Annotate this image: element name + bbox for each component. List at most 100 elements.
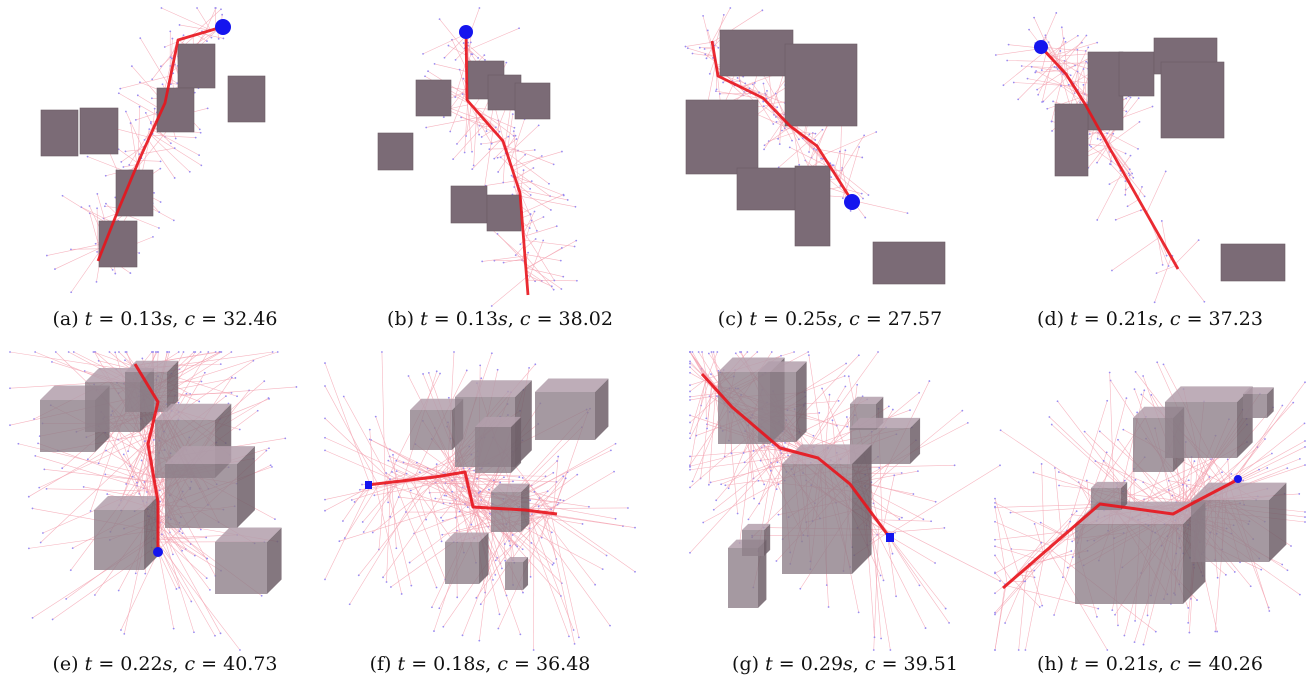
tree-edge	[552, 478, 566, 514]
tree-node	[560, 247, 563, 249]
tree-edge	[523, 225, 557, 237]
tree-edge	[1011, 548, 1046, 552]
tree-node	[295, 386, 298, 388]
tree-node	[572, 629, 575, 631]
tree-node	[1128, 174, 1131, 176]
tree-node	[912, 493, 915, 495]
obstacle-top	[1243, 387, 1274, 394]
tree-node	[530, 542, 533, 544]
tree-edge	[1051, 424, 1147, 511]
tree-edge	[150, 134, 196, 138]
tree-node	[689, 437, 691, 440]
planning-scene-h	[994, 361, 1306, 651]
tree-edge	[870, 529, 884, 542]
tree-edge	[1018, 567, 1027, 651]
tree-edge	[1004, 564, 1031, 624]
tree-node	[488, 488, 490, 491]
tree-node	[895, 595, 897, 598]
tree-node	[1122, 428, 1125, 431]
tree-edge	[1070, 89, 1076, 106]
tree-node	[879, 574, 882, 577]
tree-node	[124, 150, 127, 153]
tree-node	[812, 434, 815, 437]
tree-node	[389, 515, 392, 518]
tree-node	[1303, 422, 1306, 425]
tree-node	[900, 472, 903, 474]
tree-edge	[155, 386, 297, 399]
tree-node	[830, 176, 833, 179]
tree-node	[9, 387, 11, 390]
time-symbol: t	[1070, 653, 1078, 675]
tree-node	[797, 138, 800, 141]
tree-node	[1193, 460, 1196, 463]
tree-node	[529, 213, 532, 215]
tree-node	[205, 536, 208, 539]
tree-node	[1063, 37, 1065, 40]
obstacle	[758, 372, 796, 442]
tree-node	[818, 411, 821, 414]
tree-node	[766, 89, 768, 92]
tree-node	[470, 53, 473, 56]
tree-node	[104, 174, 107, 177]
tree-edge	[512, 155, 542, 172]
tree-node	[1117, 624, 1119, 627]
tree-node	[498, 130, 501, 133]
tree-node	[528, 227, 531, 229]
tree-node	[704, 53, 707, 56]
tree-node	[390, 586, 392, 588]
tree-node	[720, 483, 723, 486]
tree-node	[1162, 363, 1165, 366]
caption-c: (c) t = 0.25s, c = 27.57	[717, 308, 943, 330]
tree-node	[934, 500, 937, 503]
tree-node	[1139, 209, 1142, 212]
tree-node	[560, 288, 563, 290]
tree-edge	[1005, 585, 1099, 609]
tree-node	[1034, 71, 1037, 74]
tree-node	[763, 148, 765, 151]
tree-edge	[994, 540, 1059, 613]
tree-node	[442, 116, 445, 119]
tree-node	[1060, 26, 1063, 29]
tree-edge	[404, 480, 446, 580]
obstacle	[491, 492, 521, 532]
tree-node	[702, 521, 705, 524]
tree-node	[1041, 101, 1043, 103]
tree-node	[746, 351, 749, 353]
tree-edge	[831, 168, 864, 199]
tree-edge	[369, 429, 374, 485]
tree-edge	[429, 491, 470, 494]
tree-edge	[1121, 155, 1131, 169]
tree-node	[1281, 404, 1284, 407]
tree-node	[573, 642, 576, 645]
tree-node	[206, 107, 209, 110]
tree-node	[1281, 563, 1284, 566]
tree-node	[219, 632, 222, 635]
tree-node	[1044, 34, 1047, 37]
tree-node	[708, 72, 711, 75]
tree-edge	[994, 572, 1006, 586]
tree-edge	[465, 475, 501, 483]
tree-node	[857, 611, 860, 614]
tree-edge	[378, 482, 386, 550]
tree-node	[916, 470, 919, 473]
tree-node	[1040, 69, 1043, 72]
obstacle-side	[1267, 387, 1274, 418]
tree-node	[801, 137, 804, 140]
panel-label: (f)	[369, 653, 392, 675]
tree-node	[161, 83, 164, 86]
tree-node	[533, 210, 536, 213]
tree-node	[176, 82, 179, 85]
tree-edge	[525, 267, 564, 277]
goal-marker	[365, 481, 372, 489]
tree-edge	[511, 154, 526, 168]
tree-node	[1007, 43, 1010, 46]
tree-node	[559, 259, 562, 262]
obstacle-top	[850, 417, 921, 428]
cost-symbol: c	[1169, 308, 1181, 330]
tree-node	[130, 65, 133, 68]
tree-node	[901, 516, 903, 519]
tree-node	[928, 380, 931, 382]
tree-node	[490, 305, 493, 307]
tree-node	[1150, 394, 1153, 396]
tree-node	[1098, 430, 1101, 433]
